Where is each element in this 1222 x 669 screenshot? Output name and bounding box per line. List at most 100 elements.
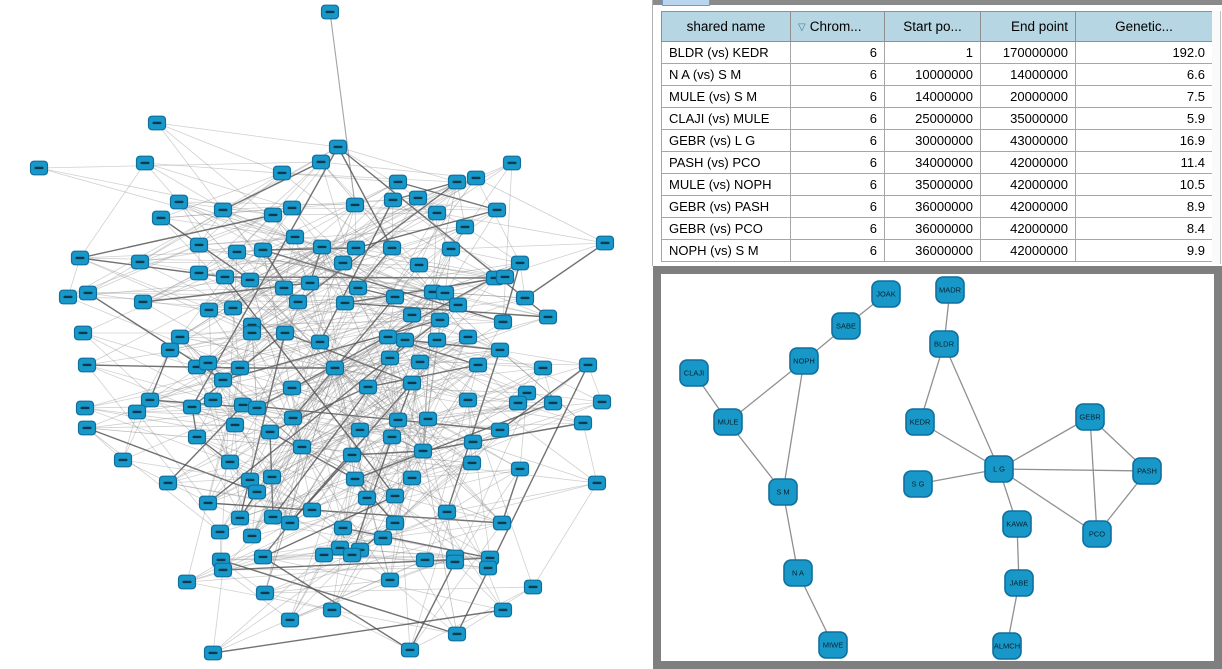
subnetwork-node-sg[interactable]: S G bbox=[903, 470, 933, 498]
table-cell[interactable]: 42000000 bbox=[980, 195, 1076, 218]
table-cell[interactable]: 8.9 bbox=[1075, 195, 1213, 218]
table-cell[interactable]: GEBR (vs) PCO bbox=[661, 217, 791, 240]
network-node[interactable] bbox=[358, 379, 378, 395]
network-node[interactable] bbox=[447, 626, 467, 642]
network-node[interactable] bbox=[75, 400, 95, 416]
network-node[interactable] bbox=[253, 549, 273, 565]
subnetwork-node-kedr[interactable]: KEDR bbox=[905, 408, 935, 436]
network-node[interactable] bbox=[225, 417, 245, 433]
table-cell[interactable]: N A (vs) S M bbox=[661, 63, 791, 86]
network-node[interactable] bbox=[430, 312, 450, 328]
network-node[interactable] bbox=[495, 269, 515, 285]
network-node[interactable] bbox=[333, 255, 353, 271]
table-cell[interactable]: 14000000 bbox=[884, 85, 981, 108]
network-node[interactable] bbox=[220, 454, 240, 470]
network-node[interactable] bbox=[213, 202, 233, 218]
network-node[interactable] bbox=[342, 447, 362, 463]
network-node[interactable] bbox=[345, 471, 365, 487]
network-node[interactable] bbox=[127, 404, 147, 420]
table-cell[interactable]: 42000000 bbox=[980, 151, 1076, 174]
network-node[interactable] bbox=[272, 165, 292, 181]
network-node[interactable] bbox=[350, 422, 370, 438]
network-node[interactable] bbox=[492, 515, 512, 531]
table-cell[interactable]: 42000000 bbox=[980, 217, 1076, 240]
table-cell[interactable]: 20000000 bbox=[980, 85, 1076, 108]
network-node[interactable] bbox=[73, 325, 93, 341]
network-node[interactable] bbox=[587, 475, 607, 491]
network-node[interactable] bbox=[227, 244, 247, 260]
network-node[interactable] bbox=[198, 495, 218, 511]
network-node[interactable] bbox=[335, 295, 355, 311]
network-node[interactable] bbox=[348, 280, 368, 296]
subnetwork-node-noph[interactable]: NOPH bbox=[789, 347, 819, 375]
table-cell[interactable]: 35000000 bbox=[980, 107, 1076, 130]
network-node[interactable] bbox=[169, 194, 189, 210]
table-cell[interactable]: BLDR (vs) KEDR bbox=[661, 41, 791, 64]
network-node[interactable] bbox=[328, 139, 348, 155]
network-node[interactable] bbox=[395, 332, 415, 348]
network-node[interactable] bbox=[311, 154, 331, 170]
table-cell[interactable]: 6 bbox=[790, 41, 885, 64]
network-node[interactable] bbox=[493, 314, 513, 330]
network-node[interactable] bbox=[458, 392, 478, 408]
table-cell[interactable]: NOPH (vs) S M bbox=[661, 239, 791, 262]
network-node[interactable] bbox=[373, 530, 393, 546]
table-cell[interactable]: 6 bbox=[790, 173, 885, 196]
network-node[interactable] bbox=[262, 469, 282, 485]
network-node[interactable] bbox=[170, 329, 190, 345]
table-cell[interactable]: 11.4 bbox=[1075, 151, 1213, 174]
network-node[interactable] bbox=[538, 309, 558, 325]
subnetwork-node-na[interactable]: N A bbox=[783, 559, 813, 587]
network-node[interactable] bbox=[325, 360, 345, 376]
table-cell[interactable]: 30000000 bbox=[884, 129, 981, 152]
network-node[interactable] bbox=[70, 250, 90, 266]
network-node[interactable] bbox=[230, 360, 250, 376]
subnetwork-node-miwe[interactable]: MIWE bbox=[818, 631, 848, 659]
network-node[interactable] bbox=[177, 574, 197, 590]
network-node[interactable] bbox=[310, 334, 330, 350]
subnetwork-node-mule[interactable]: MULE bbox=[713, 408, 743, 436]
network-node[interactable] bbox=[223, 300, 243, 316]
table-cell[interactable]: MULE (vs) S M bbox=[661, 85, 791, 108]
network-node[interactable] bbox=[447, 174, 467, 190]
network-node[interactable] bbox=[213, 562, 233, 578]
network-node[interactable] bbox=[402, 375, 422, 391]
network-node[interactable] bbox=[312, 239, 332, 255]
network-node[interactable] bbox=[113, 452, 133, 468]
network-node[interactable] bbox=[380, 350, 400, 366]
network-node[interactable] bbox=[385, 488, 405, 504]
network-node[interactable] bbox=[322, 602, 342, 618]
network-node[interactable] bbox=[510, 255, 530, 271]
network-node[interactable] bbox=[435, 285, 455, 301]
table-cell[interactable]: 34000000 bbox=[884, 151, 981, 174]
column-header-2[interactable]: Start po... bbox=[884, 11, 981, 42]
network-node[interactable] bbox=[493, 602, 513, 618]
table-cell[interactable]: 6 bbox=[790, 151, 885, 174]
network-node[interactable] bbox=[247, 400, 267, 416]
subnetwork-node-sm[interactable]: S M bbox=[768, 478, 798, 506]
table-row[interactable]: N A (vs) S M 6 10000000 14000000 6.6 bbox=[661, 63, 1213, 86]
network-node[interactable] bbox=[130, 254, 150, 270]
table-cell[interactable]: 5.9 bbox=[1075, 107, 1213, 130]
network-node[interactable] bbox=[140, 392, 160, 408]
network-node[interactable] bbox=[300, 275, 320, 291]
network-node[interactable] bbox=[415, 552, 435, 568]
subnetwork-node-lg[interactable]: L G bbox=[984, 455, 1014, 483]
network-node[interactable] bbox=[388, 174, 408, 190]
table-row[interactable]: CLAJI (vs) MULE 6 25000000 35000000 5.9 bbox=[661, 107, 1213, 130]
table-cell[interactable]: CLAJI (vs) MULE bbox=[661, 107, 791, 130]
network-node[interactable] bbox=[523, 579, 543, 595]
table-row[interactable]: GEBR (vs) PASH 6 36000000 42000000 8.9 bbox=[661, 195, 1213, 218]
table-cell[interactable]: 42000000 bbox=[980, 239, 1076, 262]
network-node[interactable] bbox=[490, 342, 510, 358]
table-scrollbar-track[interactable] bbox=[1212, 11, 1221, 264]
table-row[interactable]: MULE (vs) NOPH 6 35000000 42000000 10.5 bbox=[661, 173, 1213, 196]
network-node[interactable] bbox=[462, 455, 482, 471]
network-node[interactable] bbox=[380, 572, 400, 588]
table-row[interactable]: BLDR (vs) KEDR 6 1 170000000 192.0 bbox=[661, 41, 1213, 64]
network-node[interactable] bbox=[478, 560, 498, 576]
subnetwork-node-jabe[interactable]: JABE bbox=[1004, 569, 1034, 597]
table-cell[interactable]: 35000000 bbox=[884, 173, 981, 196]
network-node[interactable] bbox=[427, 205, 447, 221]
network-node[interactable] bbox=[515, 290, 535, 306]
